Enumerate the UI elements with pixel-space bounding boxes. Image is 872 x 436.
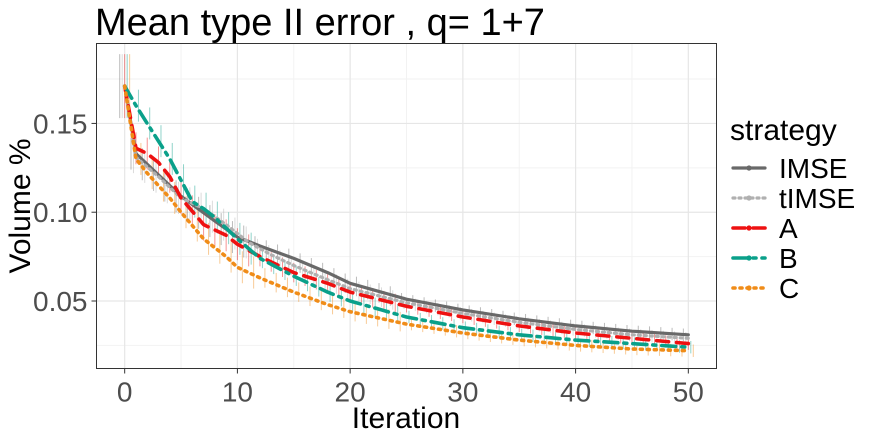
- series-line-tIMSE: [123, 84, 690, 340]
- grid-major: [96, 43, 717, 369]
- x-tick-label: 50: [673, 377, 704, 408]
- series-line-B: [122, 84, 691, 350]
- legend-key-point-C: [746, 285, 752, 291]
- legend-label-A: A: [779, 213, 798, 244]
- chart-title: Mean type II error , q= 1+7: [95, 2, 545, 44]
- legend-item-C: C: [731, 273, 799, 304]
- x-tick-label: 30: [447, 377, 478, 408]
- legend-item-tIMSE: tIMSE: [731, 183, 855, 214]
- y-axis-ticks: 0.05 0.10 0.15: [33, 108, 97, 317]
- plot-panel-border: [96, 43, 717, 369]
- legend-item-B: B: [731, 243, 798, 274]
- x-tick-label: 10: [222, 377, 253, 408]
- y-tick-label: 0.15: [33, 108, 88, 139]
- y-tick-label: 0.10: [33, 197, 88, 228]
- grid-minor: [96, 43, 717, 369]
- y-axis-title: Volume %: [4, 138, 37, 273]
- legend-label-IMSE: IMSE: [779, 153, 847, 184]
- legend-key-point-B: [746, 255, 752, 261]
- legend-title: strategy: [730, 114, 837, 147]
- x-tick-label: 40: [560, 377, 591, 408]
- legend-item-A: A: [731, 213, 798, 244]
- legend-key-point-A: [746, 225, 752, 231]
- series-line-C: [122, 84, 691, 353]
- legend-label-tIMSE: tIMSE: [779, 183, 855, 214]
- legend-key-point-IMSE: [746, 165, 752, 171]
- legend-key-point-tIMSE: [746, 195, 752, 201]
- x-tick-label: 20: [335, 377, 366, 408]
- x-axis-ticks: 0 10 20 30 40 50: [117, 368, 704, 408]
- series-line-A: [122, 84, 691, 346]
- legend-label-B: B: [779, 243, 798, 274]
- x-tick-label: 0: [117, 377, 133, 408]
- y-tick-label: 0.05: [33, 286, 88, 317]
- series-lines: [122, 84, 691, 353]
- legend-item-IMSE: IMSE: [731, 153, 847, 184]
- legend-label-C: C: [779, 273, 799, 304]
- x-axis-title: Iteration: [352, 402, 460, 435]
